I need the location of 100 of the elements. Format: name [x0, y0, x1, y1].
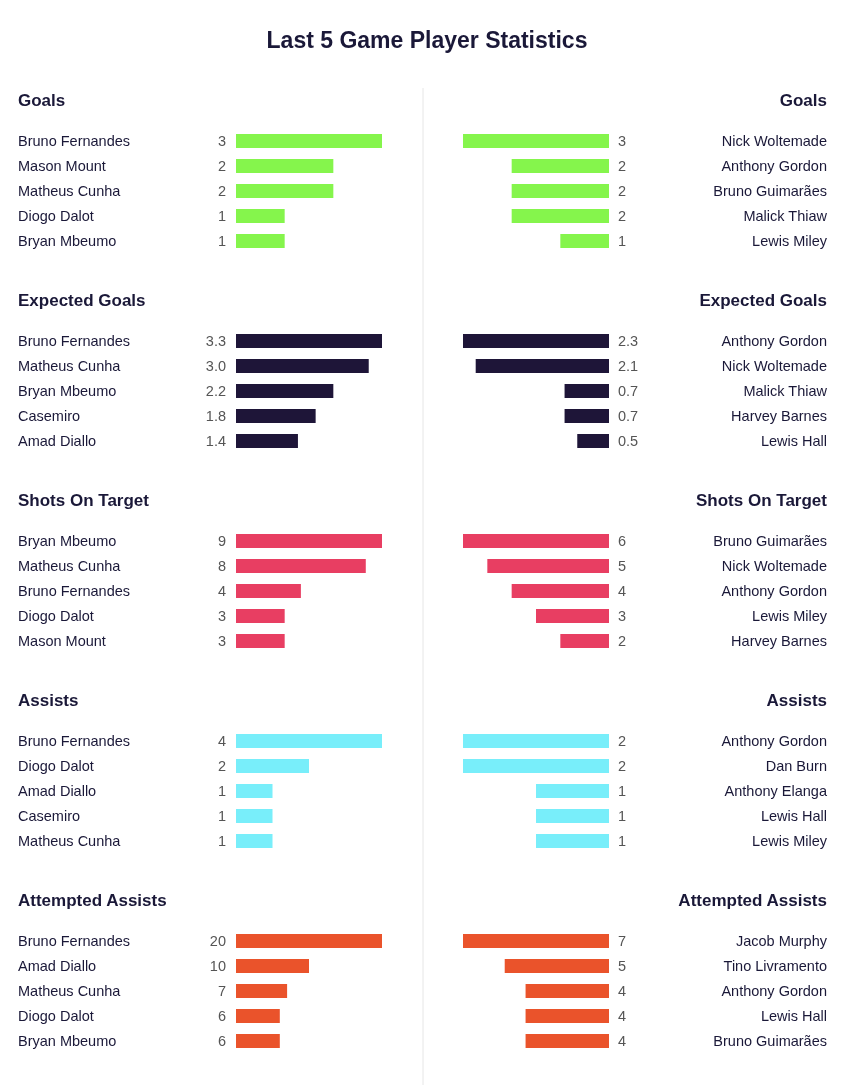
y-tick-label: Matheus Cunha — [18, 833, 122, 849]
y-tick-label: Bruno Fernandes — [18, 583, 131, 599]
data-label: 2.2 — [205, 383, 226, 399]
data-label: 2 — [618, 158, 627, 174]
data-label: 2 — [618, 733, 627, 749]
y-tick-label: Amad Diallo — [18, 433, 97, 449]
bar — [536, 609, 609, 623]
y-tick-label: Jacob Murphy — [735, 933, 828, 949]
bar — [236, 384, 334, 398]
y-tick-label: Bruno Fernandes — [18, 133, 131, 149]
y-tick-label: Anthony Elanga — [724, 783, 828, 799]
text: Shots On Target — [18, 491, 150, 510]
data-label: 6 — [217, 1008, 226, 1024]
y-tick-label: Mason Mount — [18, 633, 106, 649]
data-label: 1 — [217, 783, 226, 799]
y-tick-label: Anthony Gordon — [721, 333, 827, 349]
data-label: 2 — [618, 183, 627, 199]
y-tick-label: Bryan Mbeumo — [18, 233, 117, 249]
data-label: 2 — [217, 758, 226, 774]
data-label: 2 — [618, 208, 627, 224]
data-label: 1 — [217, 833, 226, 849]
y-tick-label: Bruno Guimarães — [713, 1033, 827, 1049]
data-label: 3 — [618, 608, 627, 624]
bar — [560, 634, 609, 648]
y-tick-label: Diogo Dalot — [18, 608, 94, 624]
data-label: 6 — [618, 533, 627, 549]
y-tick-label: Bruno Guimarães — [713, 533, 827, 549]
data-label: 3 — [618, 133, 627, 149]
bar — [236, 1009, 280, 1023]
data-label: 3 — [217, 608, 226, 624]
data-label: 1 — [618, 808, 627, 824]
data-label: 2 — [618, 633, 627, 649]
bar — [236, 559, 366, 573]
y-tick-label: Anthony Gordon — [721, 733, 827, 749]
data-label: 1.4 — [205, 433, 226, 449]
bar — [564, 384, 609, 398]
data-label: 1 — [217, 208, 226, 224]
y-tick-label: Diogo Dalot — [18, 1008, 94, 1024]
y-tick-label: Anthony Gordon — [721, 983, 827, 999]
data-label: 1 — [217, 233, 226, 249]
data-label: 4 — [618, 1033, 627, 1049]
data-label: 9 — [217, 533, 226, 549]
y-tick-label: Harvey Barnes — [731, 633, 827, 649]
y-tick-label: Matheus Cunha — [18, 983, 122, 999]
y-tick-label: Matheus Cunha — [18, 558, 122, 574]
y-tick-label: Dan Burn — [765, 758, 827, 774]
data-label: 1 — [217, 808, 226, 824]
bar — [511, 584, 609, 598]
y-tick-label: Nick Woltemade — [721, 358, 827, 374]
data-label: 6 — [217, 1033, 226, 1049]
y-tick-label: Amad Diallo — [18, 783, 97, 799]
y-tick-label: Mason Mount — [18, 158, 106, 174]
y-tick-label: Nick Woltemade — [721, 133, 827, 149]
y-tick-label: Bruno Fernandes — [18, 933, 131, 949]
data-label: 1 — [618, 783, 627, 799]
text: Assists — [18, 691, 79, 710]
y-tick-label: Lewis Hall — [760, 808, 827, 824]
y-tick-label: Diogo Dalot — [18, 758, 94, 774]
y-tick-label: Casemiro — [18, 808, 81, 824]
text: Shots On Target — [696, 491, 828, 510]
data-label: 4 — [618, 983, 627, 999]
bar — [236, 934, 382, 948]
bar — [236, 609, 285, 623]
y-tick-label: Lewis Miley — [752, 233, 828, 249]
y-tick-label: Matheus Cunha — [18, 358, 122, 374]
data-label: 7 — [618, 933, 627, 949]
y-tick-label: Bryan Mbeumo — [18, 533, 117, 549]
y-tick-label: Bruno Fernandes — [18, 333, 131, 349]
data-label: 2.3 — [618, 333, 639, 349]
text: Goals — [779, 91, 827, 110]
data-label: 4 — [618, 583, 627, 599]
data-label: 10 — [209, 958, 226, 974]
y-tick-label: Tino Livramento — [723, 958, 827, 974]
bar — [236, 534, 382, 548]
data-label: 3 — [217, 633, 226, 649]
data-label: 5 — [618, 558, 627, 574]
y-tick-label: Harvey Barnes — [731, 408, 827, 424]
data-label: 7 — [217, 983, 226, 999]
bar — [564, 409, 609, 423]
bar — [236, 634, 285, 648]
bar — [577, 434, 609, 448]
y-tick-label: Matheus Cunha — [18, 183, 122, 199]
bar — [236, 959, 309, 973]
data-label: 2.1 — [618, 358, 639, 374]
bar — [236, 984, 288, 998]
data-label: 1 — [618, 833, 627, 849]
text: Expected Goals — [699, 291, 827, 310]
chart-title: Last 5 Game Player Statistics — [266, 27, 588, 53]
bar — [236, 1034, 280, 1048]
y-tick-label: Anthony Gordon — [721, 583, 827, 599]
bar — [236, 409, 316, 423]
y-tick-label: Bruno Guimarães — [713, 183, 827, 199]
text: Attempted Assists — [18, 891, 167, 910]
data-label: 3 — [217, 133, 226, 149]
data-label: 4 — [217, 583, 226, 599]
data-label: 1 — [618, 233, 627, 249]
y-tick-label: Anthony Gordon — [721, 158, 827, 174]
bar — [487, 559, 609, 573]
data-label: 0.5 — [618, 433, 639, 449]
y-tick-label: Nick Woltemade — [721, 558, 827, 574]
